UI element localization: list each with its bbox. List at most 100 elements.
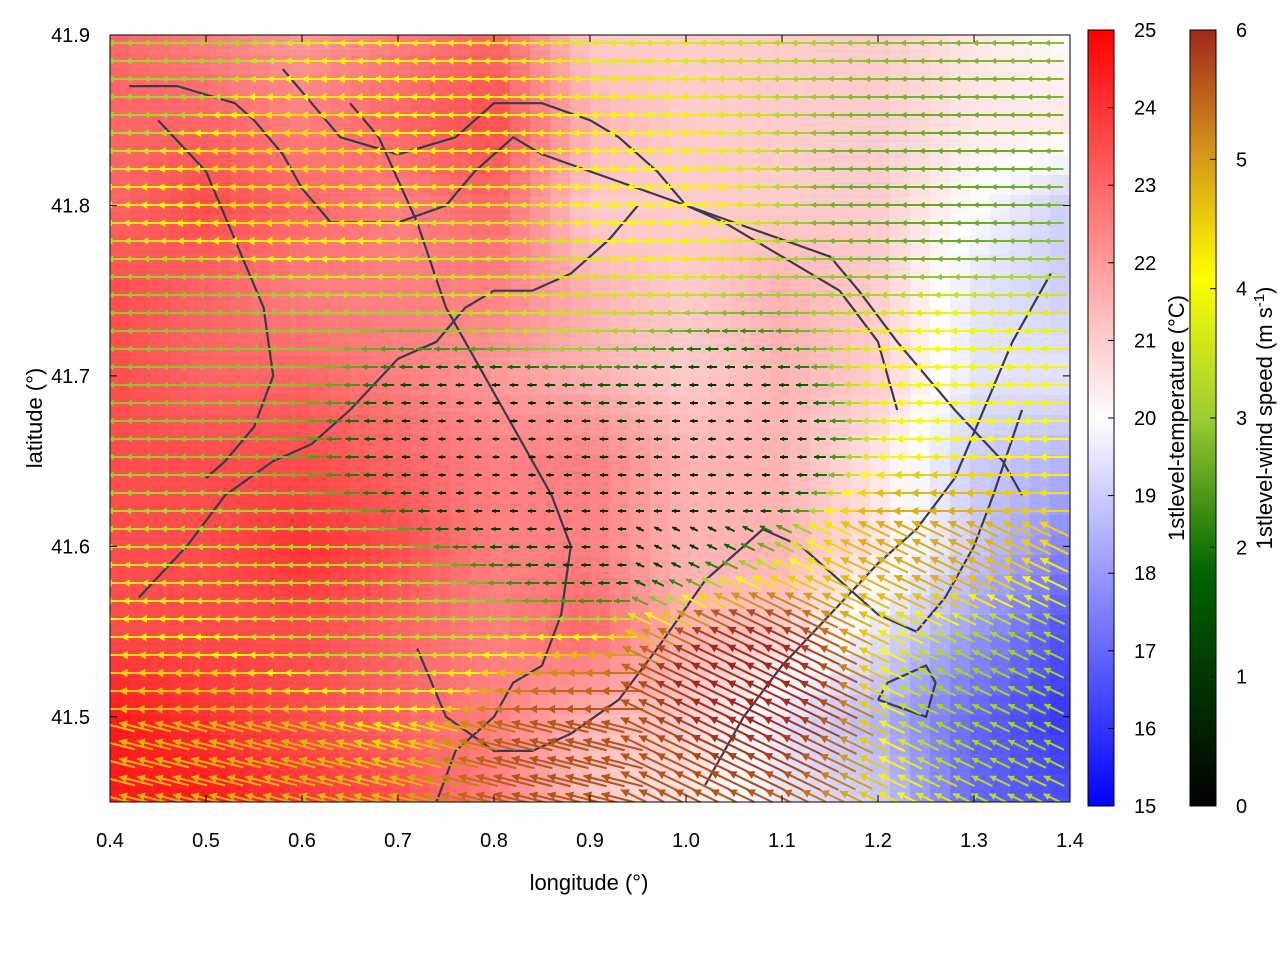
temperature-cell [690, 95, 711, 116]
temperature-cell [290, 615, 311, 636]
temperature-cell [210, 595, 231, 616]
temperature-cell [710, 235, 731, 256]
temperature-cell [950, 355, 971, 376]
wind-arrow [953, 273, 975, 281]
temperature-cell [330, 695, 351, 716]
temperature-cell [670, 175, 691, 196]
temperature-cell [250, 415, 271, 436]
temperature-cell [210, 515, 231, 536]
wind-arrow-head [377, 309, 384, 317]
temperature-cell [370, 515, 391, 536]
temperature-cell [430, 635, 451, 656]
wind-arrow-head [1044, 57, 1051, 65]
temperature-cell [290, 395, 311, 416]
temperature-cell [250, 475, 271, 496]
wind-arrow-head [300, 146, 308, 156]
wind-arrow-head [302, 57, 310, 65]
wind-arrow [1026, 39, 1046, 47]
temperature-cell [470, 175, 491, 196]
wind-arrow-head [772, 93, 779, 101]
wind-arrow [1008, 219, 1028, 227]
temperature-cell [170, 795, 191, 802]
wind-arrow-head [753, 165, 761, 173]
temperature-cell [610, 475, 631, 496]
temperature-cell [430, 455, 451, 476]
temperature-cell [570, 275, 591, 296]
wind-arrow [161, 309, 183, 317]
temperature-cell [1030, 95, 1051, 116]
wind-arrow [110, 345, 129, 353]
temperature-cell [690, 555, 711, 576]
temperature-cell [1050, 215, 1070, 236]
wind-arrow-head [649, 346, 656, 352]
temperature-cell [950, 335, 971, 356]
wind-arrow-head [392, 219, 400, 227]
wind-arrow-head [374, 39, 382, 47]
temperature-cell [970, 135, 991, 156]
wind-arrow-head [716, 201, 724, 209]
temperature-cell [490, 175, 511, 196]
wind-arrow [593, 345, 615, 353]
wind-arrow-head [608, 39, 616, 47]
temperature-cell [170, 335, 191, 356]
wind-arrow-head [300, 236, 309, 246]
temperature-cell [930, 235, 951, 256]
wind-arrow [882, 129, 902, 137]
wind-arrow-head [110, 165, 113, 173]
wind-arrow [125, 291, 147, 299]
temperature-cell [910, 135, 931, 156]
temperature-cell [510, 35, 531, 56]
wind-arrow [882, 237, 902, 245]
wind-arrow-head [1026, 201, 1033, 209]
wind-arrow-head [501, 219, 509, 227]
temperature-cell [670, 35, 691, 56]
wind-arrow-head [210, 182, 218, 192]
wind-arrow [990, 111, 1010, 119]
temperature-cell [490, 475, 511, 496]
temperature-cell [630, 155, 651, 176]
wind-arrow-head [447, 291, 455, 299]
temperature-cell [1050, 95, 1070, 116]
temperature-cell [430, 475, 451, 496]
temperature-cell [390, 655, 411, 676]
wind-arrow-head [683, 309, 690, 317]
temperature-cell [990, 215, 1011, 236]
wind-arrow-head [753, 201, 761, 209]
temperature-cell [670, 615, 691, 636]
wind-arrow-head [645, 291, 653, 299]
temperature-cell [690, 155, 711, 176]
wind-arrow-head [428, 39, 436, 47]
temperature-cell [550, 235, 571, 256]
wind-arrow-head [537, 309, 545, 317]
wind-arrow [143, 309, 165, 317]
wind-arrow-head [354, 128, 363, 138]
wind-arrow-head [519, 219, 527, 227]
wind-arrow [379, 346, 397, 352]
wind-arrow-head [409, 93, 418, 101]
wind-arrow [1008, 165, 1028, 173]
wind-arrow-head [176, 237, 184, 245]
wind-arrow-head [967, 327, 976, 335]
wind-arrow-head [324, 345, 330, 353]
temperature-cell [950, 55, 971, 76]
wind-arrow-head [631, 345, 637, 353]
temperature-cell [1050, 475, 1070, 496]
wind-arrow-head [572, 129, 580, 137]
wind-arrow-head [194, 237, 202, 245]
temperature-cell [230, 155, 251, 176]
temperature-cell [190, 395, 211, 416]
temperature-cell [510, 455, 531, 476]
wind-arrow-head [1008, 201, 1015, 209]
wind-arrow-head [409, 129, 417, 137]
temperature-cell [330, 595, 351, 616]
temperature-cell [790, 335, 811, 356]
temperature-cell [910, 275, 931, 296]
temperature-cell [250, 395, 271, 416]
temperature-cell [130, 35, 151, 56]
wind-arrow [882, 39, 902, 47]
wind-arrow-head [931, 327, 940, 335]
wind-arrow-head [300, 110, 308, 120]
wind-arrow-head [110, 309, 114, 317]
temperature-cell [590, 575, 611, 596]
wind-arrow-head [482, 129, 490, 137]
